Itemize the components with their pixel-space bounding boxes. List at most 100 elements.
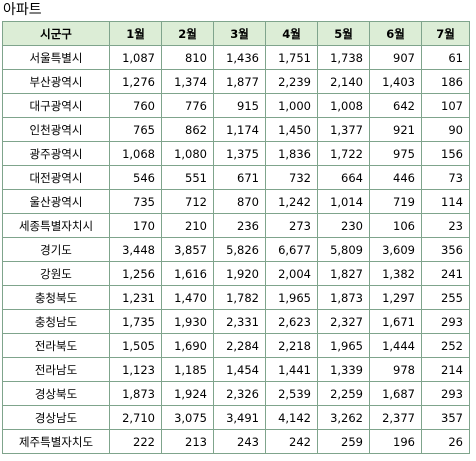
value-cell: 760 — [109, 93, 162, 118]
value-cell: 1,873 — [317, 285, 370, 310]
value-cell: 230 — [317, 213, 370, 238]
value-cell: 1,690 — [161, 333, 214, 358]
value-cell: 921 — [369, 117, 422, 142]
value-cell: 446 — [369, 165, 422, 190]
value-cell: 210 — [161, 213, 214, 238]
value-cell: 242 — [265, 429, 318, 454]
value-cell: 1,377 — [317, 117, 370, 142]
table-row: 광주광역시 1,068 1,080 1,375 1,836 1,722 975 156 — [2, 141, 470, 166]
value-cell: 1,436 — [213, 45, 266, 70]
value-cell: 2,140 — [317, 69, 370, 94]
table-row: 대구광역시 760 776 915 1,000 1,008 642 107 — [2, 93, 470, 118]
column-header-month: 1월 — [109, 21, 162, 46]
value-cell: 1,836 — [265, 141, 318, 166]
value-cell: 1,450 — [265, 117, 318, 142]
column-header-region: 시군구 — [2, 21, 110, 46]
value-cell: 236 — [213, 213, 266, 238]
value-cell: 243 — [213, 429, 266, 454]
page-title: 아파트 — [3, 2, 42, 18]
value-cell: 213 — [161, 429, 214, 454]
value-cell: 2,284 — [213, 333, 266, 358]
table-row: 전라북도 1,505 1,690 2,284 2,218 1,965 1,444 252 — [2, 333, 470, 358]
value-cell: 114 — [421, 189, 470, 214]
table-row: 부산광역시 1,276 1,374 1,877 2,239 2,140 1,403 186 — [2, 69, 470, 94]
value-cell: 810 — [161, 45, 214, 70]
table-row: 경상북도 1,873 1,924 2,326 2,539 2,259 1,687 293 — [2, 381, 470, 406]
value-cell: 1,339 — [317, 357, 370, 382]
value-cell: 1,444 — [369, 333, 422, 358]
value-cell: 1,080 — [161, 141, 214, 166]
value-cell: 61 — [421, 45, 470, 70]
value-cell: 1,454 — [213, 357, 266, 382]
region-cell: 전라북도 — [2, 333, 110, 358]
value-cell: 196 — [369, 429, 422, 454]
value-cell: 1,873 — [109, 381, 162, 406]
value-cell: 1,751 — [265, 45, 318, 70]
table-body: 서울특별시 1,087 810 1,436 1,751 1,738 907 61 부산광역시 1,… — [2, 45, 470, 454]
apartment-table: 시군구 1월 2월 3월 4월 5월 6월 7월 서울특별시 1,087 810 1,436 1,75… — [2, 21, 470, 454]
value-cell: 241 — [421, 261, 470, 286]
value-cell: 1,014 — [317, 189, 370, 214]
value-cell: 106 — [369, 213, 422, 238]
table-row: 전라남도 1,123 1,185 1,454 1,441 1,339 978 214 — [2, 357, 470, 382]
value-cell: 712 — [161, 189, 214, 214]
value-cell: 3,262 — [317, 405, 370, 430]
table-row: 제주특별자치도 222 213 243 242 259 196 26 — [2, 429, 470, 454]
value-cell: 1,000 — [265, 93, 318, 118]
value-cell: 1,738 — [317, 45, 370, 70]
column-header-month: 4월 — [265, 21, 318, 46]
value-cell: 259 — [317, 429, 370, 454]
value-cell: 1,123 — [109, 357, 162, 382]
table-row: 인천광역시 765 862 1,174 1,450 1,377 921 90 — [2, 117, 470, 142]
value-cell: 1,256 — [109, 261, 162, 286]
value-cell: 1,374 — [161, 69, 214, 94]
table-row: 서울특별시 1,087 810 1,436 1,751 1,738 907 61 — [2, 45, 470, 70]
value-cell: 1,185 — [161, 357, 214, 382]
value-cell: 546 — [109, 165, 162, 190]
value-cell: 765 — [109, 117, 162, 142]
value-cell: 907 — [369, 45, 422, 70]
value-cell: 2,539 — [265, 381, 318, 406]
value-cell: 642 — [369, 93, 422, 118]
value-cell: 1,087 — [109, 45, 162, 70]
region-cell: 강원도 — [2, 261, 110, 286]
region-cell: 세종특별자치시 — [2, 213, 110, 238]
value-cell: 2,331 — [213, 309, 266, 334]
table-row: 울산광역시 735 712 870 1,242 1,014 719 114 — [2, 189, 470, 214]
region-cell: 전라남도 — [2, 357, 110, 382]
value-cell: 293 — [421, 309, 470, 334]
value-cell: 732 — [265, 165, 318, 190]
region-cell: 인천광역시 — [2, 117, 110, 142]
value-cell: 5,826 — [213, 237, 266, 262]
value-cell: 214 — [421, 357, 470, 382]
value-cell: 1,008 — [317, 93, 370, 118]
value-cell: 1,375 — [213, 141, 266, 166]
value-cell: 2,377 — [369, 405, 422, 430]
value-cell: 776 — [161, 93, 214, 118]
value-cell: 719 — [369, 189, 422, 214]
value-cell: 356 — [421, 237, 470, 262]
table-row: 강원도 1,256 1,616 1,920 2,004 1,827 1,382 241 — [2, 261, 470, 286]
column-header-month: 2월 — [161, 21, 214, 46]
region-cell: 제주특별자치도 — [2, 429, 110, 454]
region-cell: 충청북도 — [2, 285, 110, 310]
value-cell: 1,242 — [265, 189, 318, 214]
value-cell: 1,470 — [161, 285, 214, 310]
value-cell: 735 — [109, 189, 162, 214]
value-cell: 1,276 — [109, 69, 162, 94]
value-cell: 5,809 — [317, 237, 370, 262]
value-cell: 222 — [109, 429, 162, 454]
value-cell: 1,671 — [369, 309, 422, 334]
value-cell: 1,722 — [317, 141, 370, 166]
value-cell: 73 — [421, 165, 470, 190]
value-cell: 870 — [213, 189, 266, 214]
value-cell: 2,326 — [213, 381, 266, 406]
table-row: 대전광역시 546 551 671 732 664 446 73 — [2, 165, 470, 190]
table-row: 세종특별자치시 170 210 236 273 230 106 23 — [2, 213, 470, 238]
value-cell: 357 — [421, 405, 470, 430]
region-cell: 경상남도 — [2, 405, 110, 430]
value-cell: 1,174 — [213, 117, 266, 142]
value-cell: 551 — [161, 165, 214, 190]
value-cell: 1,924 — [161, 381, 214, 406]
value-cell: 3,448 — [109, 237, 162, 262]
